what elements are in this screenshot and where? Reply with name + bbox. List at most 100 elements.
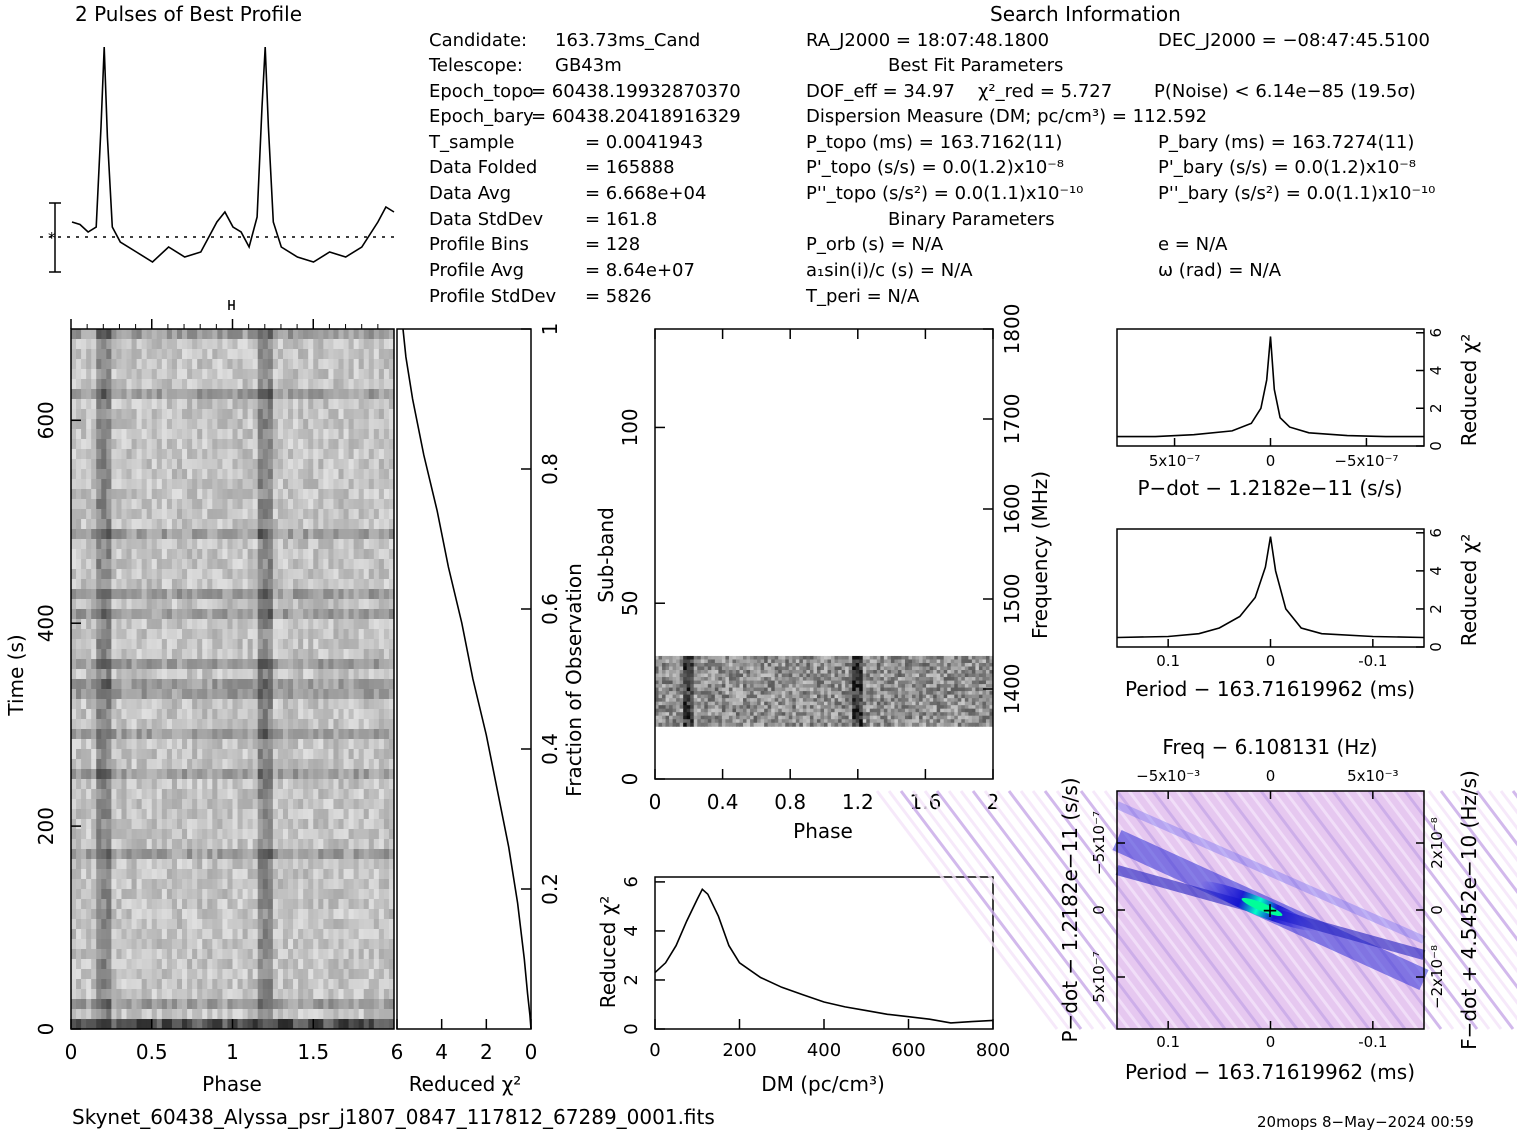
time-phase-cell [348,899,355,910]
time-phase-cell [71,669,77,680]
time-phase-cell [308,849,314,860]
time-phase-cell [136,969,143,980]
time-phase-cell [252,539,259,550]
time-phase-cell [363,869,370,880]
time-phase-cell [237,419,244,430]
time-phase-cell [293,669,299,680]
time-phase-cell [161,489,168,500]
time-phase-cell [111,419,117,430]
time-phase-cell [313,889,319,900]
time-phase-cell [293,909,299,920]
time-phase-cell [131,389,138,400]
time-phase-cell [242,479,249,490]
time-phase-cell [282,499,289,510]
time-phase-cell [293,459,299,470]
time-phase-cell [303,429,309,440]
subband-cell [739,666,744,671]
time-phase-cell [192,689,198,700]
time-phase-cell [277,679,284,690]
time-phase-cell [151,679,158,690]
time-phase-cell [378,989,385,1000]
time-phase-cell [171,979,178,990]
time-phase-cell [222,489,228,500]
time-phase-cell [247,429,254,440]
time-phase-cell [217,649,223,660]
time-phase-cell [171,849,178,860]
time-phase-cell [141,579,148,590]
time-phase-cell [323,669,329,680]
time-phase-cell [257,459,264,470]
time-phase-cell [242,619,249,630]
time-phase-cell [101,489,107,500]
time-phase-cell [242,1009,249,1020]
time-phase-cell [328,429,334,440]
time-phase-cell [76,869,82,880]
time-phase-cell [141,709,148,720]
time-phase-cell [257,839,264,850]
time-phase-cell [262,429,269,440]
time-phase-cell [116,439,122,450]
time-phase-cell [242,989,249,1000]
time-phase-cell [333,699,339,710]
time-phase-cell [308,399,314,410]
time-phase-cell [373,619,380,630]
time-phase-cell [126,859,133,870]
time-phase-cell [282,1019,289,1030]
time-phase-cell [126,1019,133,1030]
time-phase-cell [161,959,168,970]
subband-cell [982,662,987,667]
time-phase-cell [161,539,168,550]
time-phase-cell [207,589,213,600]
time-phase-cell [232,969,239,980]
time-phase-cell [166,809,173,820]
time-phase-cell [151,909,158,920]
time-phase-cell [323,579,329,590]
time-phase-cell [257,769,264,780]
time-phase-cell [388,399,395,410]
time-phase-cell [101,809,107,820]
time-phase-cell [353,839,360,850]
time-phase-cell [237,389,244,400]
time-phase-cell [126,559,133,570]
time-phase-cell [373,1019,380,1030]
time-phase-cell [237,939,244,950]
time-phase-cell [166,719,173,730]
time-phase-cell [333,499,339,510]
time-phase-cell [277,529,284,540]
subband-cell [866,666,871,671]
subband-cell [788,666,793,671]
subband-cell [757,666,762,671]
time-phase-cell [76,539,82,550]
time-phase-cell [383,749,390,760]
time-phase-cell [257,329,264,340]
time-phase-cell [383,809,390,820]
time-phase-cell [121,809,128,820]
time-phase-cell [272,539,279,550]
time-phase-cell [313,619,319,630]
time-phase-cell [161,799,168,810]
time-phase-cell [378,489,385,500]
time-phase-cell [136,499,143,510]
time-phase-cell [277,959,284,970]
time-phase-cell [202,529,208,540]
time-phase-cell [237,479,244,490]
time-phase-cell [388,959,395,970]
time-phase-cell [237,949,244,960]
time-phase-cell [368,349,375,360]
time-phase-cell [136,609,143,620]
time-phase-cell [313,989,319,1000]
time-phase-cell [348,689,355,700]
subband-cell [665,670,670,675]
time-phase-cell [202,629,208,640]
time-phase-cell [282,389,289,400]
time-phase-cell [353,639,360,650]
time-phase-cell [86,669,92,680]
time-phase-cell [171,629,178,640]
time-phase-cell [126,739,133,750]
time-phase-cell [146,979,153,990]
time-phase-cell [247,729,254,740]
time-phase-cell [242,599,249,610]
time-phase-cell [378,459,385,470]
time-phase-cell [71,999,77,1010]
time-phase-cell [212,999,218,1010]
